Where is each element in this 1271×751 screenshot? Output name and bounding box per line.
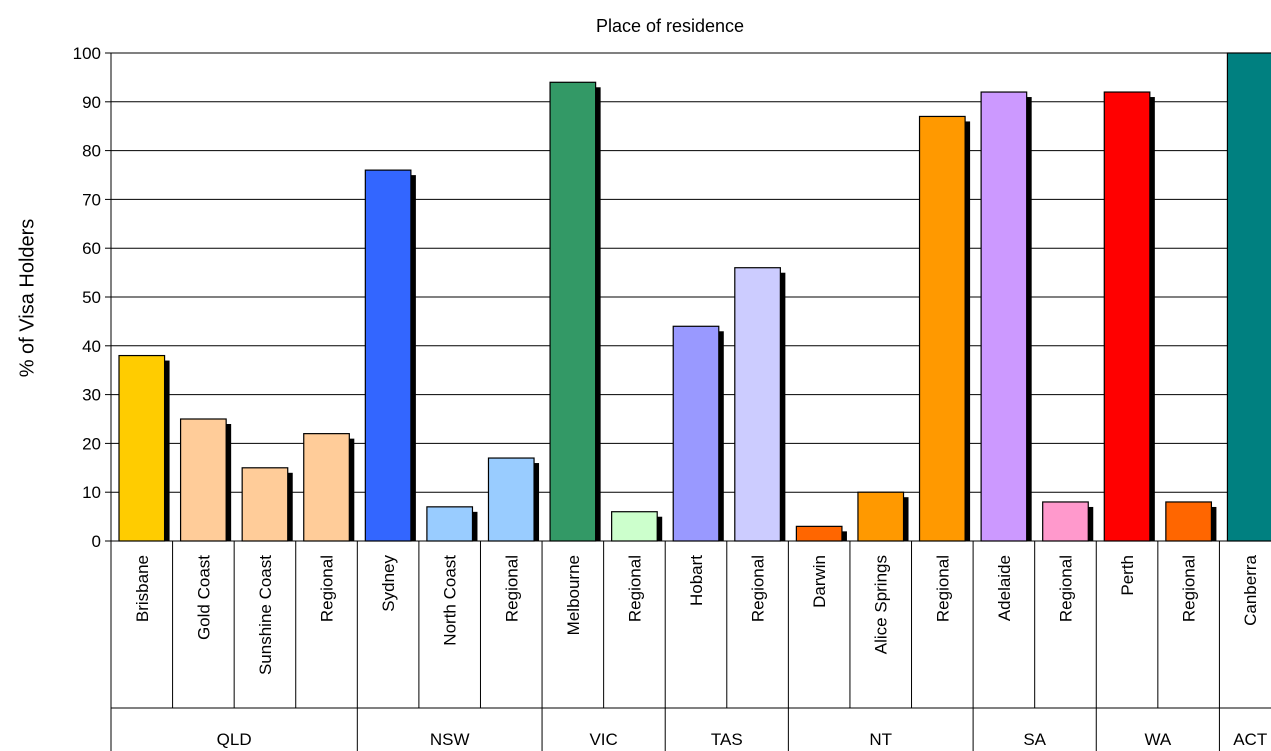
bar	[487, 457, 535, 542]
group-label: WA	[1144, 730, 1171, 749]
bar	[857, 491, 905, 542]
y-tick-label: 100	[73, 44, 101, 63]
category-label: Brisbane	[133, 555, 152, 622]
y-tick-label: 20	[82, 434, 101, 453]
group-label: SA	[1023, 730, 1046, 749]
bar	[795, 525, 843, 542]
category-label: Hobart	[687, 555, 706, 606]
category-label: Sunshine Coast	[256, 555, 275, 675]
category-label: Darwin	[810, 555, 829, 608]
y-tick-label: 40	[82, 337, 101, 356]
bar	[179, 418, 227, 542]
bar	[1226, 52, 1271, 542]
category-label: Regional	[625, 555, 644, 622]
y-tick-label: 60	[82, 239, 101, 258]
y-tick-label: 80	[82, 142, 101, 161]
group-label: NT	[869, 730, 892, 749]
bar	[611, 511, 658, 542]
group-label: QLD	[217, 730, 252, 749]
category-label: Regional	[502, 555, 521, 622]
category-label: Regional	[933, 555, 952, 622]
bar	[241, 467, 289, 542]
bar	[734, 267, 781, 542]
group-label: NSW	[430, 730, 470, 749]
y-tick-label: 70	[82, 190, 101, 209]
bar	[118, 354, 166, 542]
bar	[918, 115, 966, 542]
bar	[1042, 501, 1089, 542]
bar	[303, 433, 350, 542]
y-axis-title: % of Visa Holders	[16, 218, 39, 378]
category-label: Regional	[318, 555, 337, 622]
group-label: VIC	[589, 730, 617, 749]
y-tick-label: 0	[92, 532, 101, 551]
y-tick-label: 90	[82, 93, 101, 112]
chart-title: Place of residence	[595, 16, 745, 36]
category-label: Regional	[1180, 555, 1199, 622]
bar	[672, 325, 720, 542]
bar	[426, 506, 474, 542]
category-label: Perth	[1118, 555, 1137, 596]
category-label: Sydney	[379, 555, 398, 612]
category-label: Melbourne	[564, 555, 583, 635]
category-label: Regional	[749, 555, 768, 622]
bar	[364, 169, 412, 542]
y-tick-label: 30	[82, 386, 101, 405]
category-label: Adelaide	[995, 555, 1014, 621]
y-tick-label: 50	[82, 288, 101, 307]
category-label: North Coast	[441, 555, 460, 646]
category-label: Regional	[1056, 555, 1075, 622]
group-label: TAS	[711, 730, 743, 749]
y-tick-label: 10	[82, 483, 101, 502]
bar	[549, 81, 597, 542]
bar	[980, 91, 1028, 542]
bar	[1103, 91, 1151, 542]
category-label: Alice Springs	[872, 555, 891, 654]
category-label: Gold Coast	[194, 555, 213, 640]
bar	[1165, 501, 1213, 542]
group-label: ACT	[1233, 730, 1267, 749]
category-label: Canberra	[1241, 554, 1260, 625]
